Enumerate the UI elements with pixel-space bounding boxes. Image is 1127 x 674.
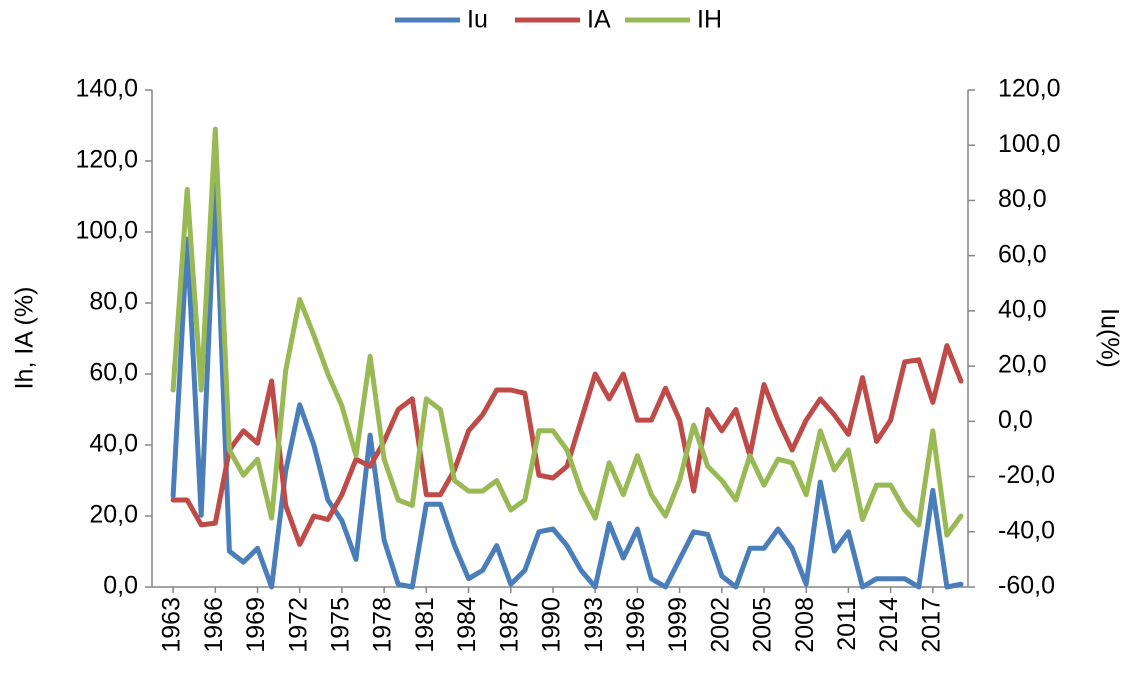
x-tick-label: 1969 bbox=[242, 597, 270, 653]
y2-axis-title: Iu(%) bbox=[1095, 308, 1123, 368]
x-tick-label: 1999 bbox=[664, 597, 692, 653]
y2-tick-label: 40,0 bbox=[998, 295, 1047, 323]
y-tick-label: 40,0 bbox=[89, 430, 138, 458]
x-tick-label: 1996 bbox=[622, 597, 650, 653]
x-tick-label: 2005 bbox=[749, 597, 777, 653]
x-tick-label: 1966 bbox=[200, 597, 228, 653]
y-tick-label: 120,0 bbox=[75, 146, 138, 174]
y-tick-label: 80,0 bbox=[89, 288, 138, 316]
y2-tick-label: 80,0 bbox=[998, 185, 1047, 213]
y2-tick-label: 20,0 bbox=[998, 351, 1047, 379]
x-tick-label: 1978 bbox=[369, 597, 397, 653]
y-tick-label: 60,0 bbox=[89, 359, 138, 387]
x-tick-label: 2002 bbox=[706, 597, 734, 653]
y2-tick-label: -40,0 bbox=[998, 516, 1055, 544]
y2-tick-label: 100,0 bbox=[998, 130, 1061, 158]
y2-tick-label: 0,0 bbox=[998, 406, 1033, 434]
x-tick-label: 2008 bbox=[791, 597, 819, 653]
x-tick-label: 2014 bbox=[875, 597, 903, 653]
series-line bbox=[170, 343, 964, 547]
x-tick-label: 1990 bbox=[538, 597, 566, 653]
legend-label: Iu bbox=[467, 6, 488, 34]
legend-label: IH bbox=[697, 6, 722, 34]
y-axis-title: Ih, IA (%) bbox=[11, 287, 39, 390]
x-tick-label: 1975 bbox=[327, 597, 355, 653]
x-tick-label: 1987 bbox=[495, 597, 523, 653]
x-tick-label: 1993 bbox=[580, 597, 608, 653]
series-line bbox=[170, 126, 964, 538]
y2-tick-label: -60,0 bbox=[998, 572, 1055, 600]
y-tick-label: 0,0 bbox=[103, 572, 138, 600]
y2-tick-label: 120,0 bbox=[998, 75, 1061, 103]
x-tick-label: 1972 bbox=[284, 597, 312, 653]
y2-tick-label: 60,0 bbox=[998, 240, 1047, 268]
y2-tick-label: -20,0 bbox=[998, 461, 1055, 489]
y-tick-label: 20,0 bbox=[89, 501, 138, 529]
y-tick-label: 140,0 bbox=[75, 75, 138, 103]
y-tick-label: 100,0 bbox=[75, 217, 138, 245]
legend-label: IA bbox=[587, 6, 611, 34]
x-tick-label: 1981 bbox=[411, 597, 439, 653]
x-tick-label: 2017 bbox=[917, 597, 945, 653]
series-line bbox=[170, 181, 964, 590]
x-tick-label: 1984 bbox=[453, 597, 481, 653]
x-tick-label: 2011 bbox=[833, 597, 861, 651]
x-tick-label: 1963 bbox=[158, 597, 186, 653]
